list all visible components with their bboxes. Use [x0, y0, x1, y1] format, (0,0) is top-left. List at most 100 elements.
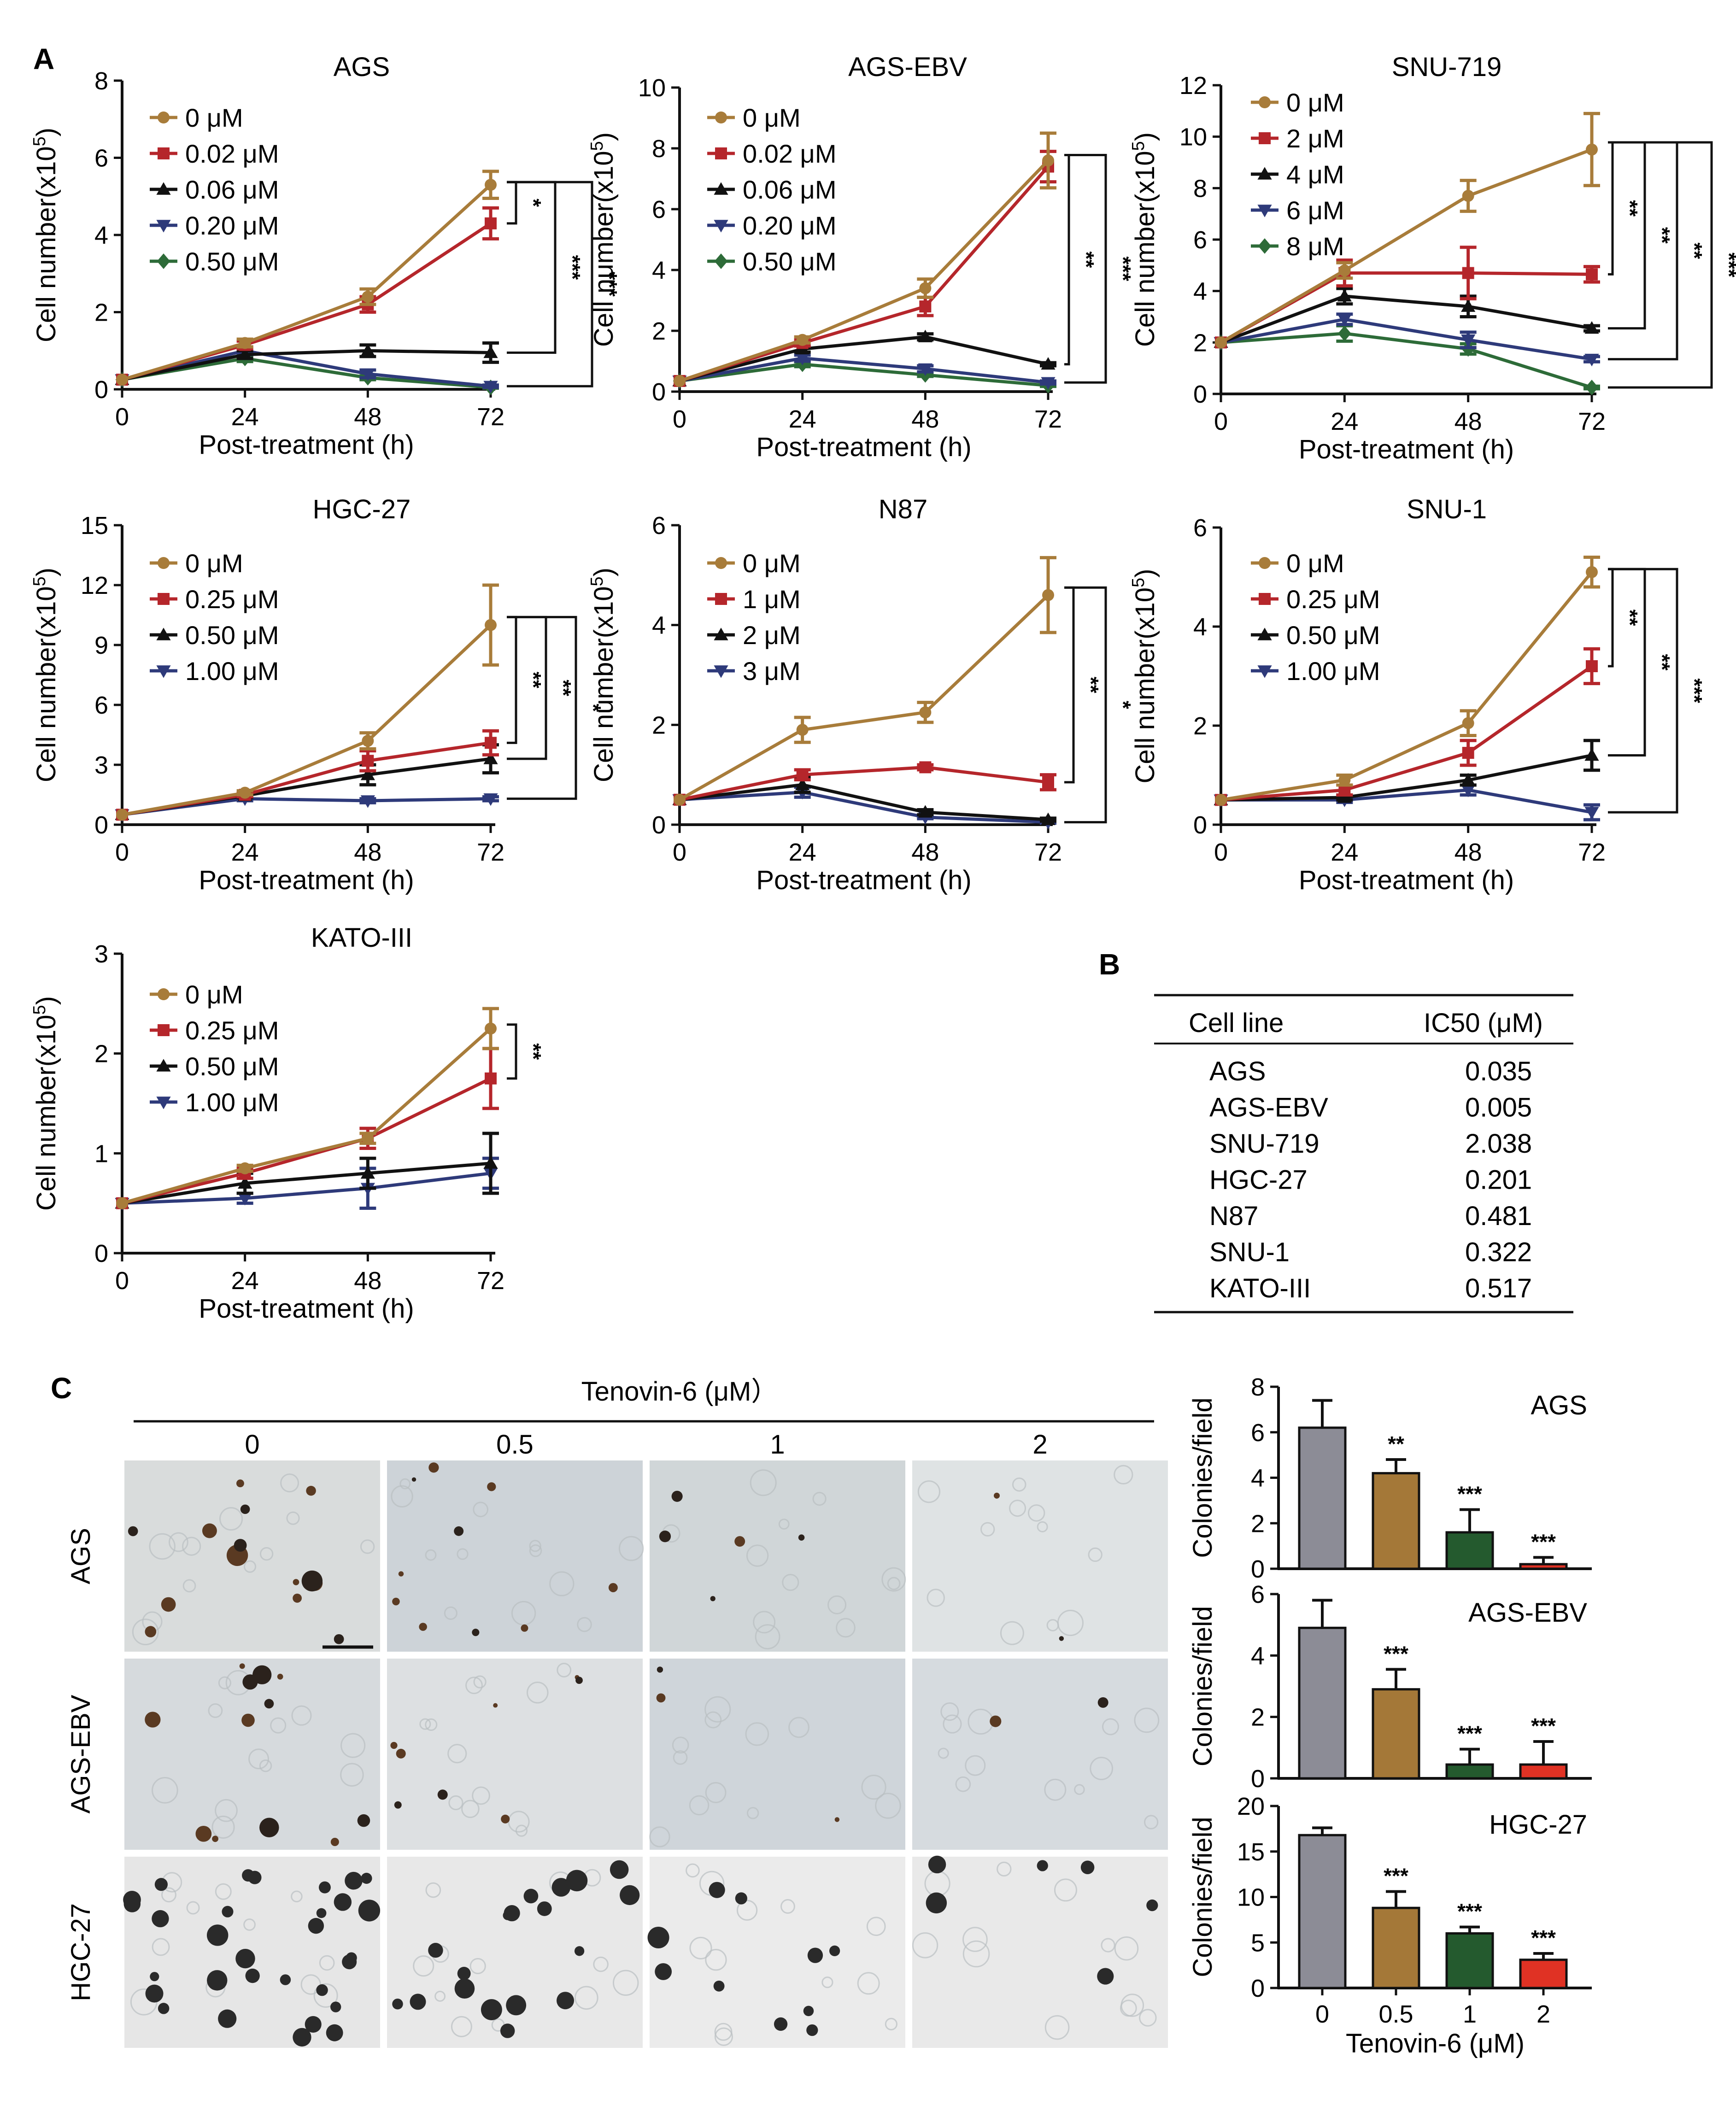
- colony: [245, 1968, 260, 1983]
- micrograph-header: Tenovin-6 (μM）: [581, 1377, 778, 1407]
- y-tick-label: 4: [1193, 278, 1207, 305]
- colony: [330, 1837, 339, 1847]
- legend-label: 0 μM: [743, 549, 801, 578]
- bubble: [259, 1759, 272, 1772]
- colony: [734, 1536, 745, 1547]
- legend-label: 8 μM: [1286, 232, 1344, 261]
- significance-label: **: [1650, 227, 1674, 244]
- significance-label: **: [1618, 200, 1642, 217]
- data-point: [1462, 717, 1474, 729]
- significance-label: *: [1111, 701, 1135, 709]
- colony: [487, 1482, 496, 1491]
- x-tick-label: 72: [477, 403, 504, 431]
- bubble: [689, 1795, 710, 1816]
- bubble: [755, 1624, 780, 1650]
- colony: [659, 1530, 671, 1542]
- table-cell-line: N87: [1209, 1201, 1258, 1231]
- bubble: [461, 1800, 480, 1818]
- table-cell-ic50: 0.035: [1465, 1056, 1532, 1086]
- y-tick-label: 2: [94, 1040, 108, 1068]
- x-tick-label: 72: [1578, 839, 1606, 866]
- bubble: [980, 1522, 995, 1537]
- significance-label: **: [551, 680, 575, 696]
- data-point: [483, 793, 498, 806]
- micrograph-tile: [387, 1460, 644, 1652]
- colony: [829, 1945, 840, 1957]
- colony: [218, 2009, 237, 2028]
- colony: [293, 1579, 299, 1585]
- data-point: [485, 619, 497, 631]
- colony: [301, 1570, 323, 1592]
- bubble: [917, 1480, 941, 1503]
- colony: [152, 1910, 169, 1928]
- bubble: [186, 1901, 200, 1915]
- colony: [123, 1895, 141, 1912]
- colony: [656, 1693, 666, 1703]
- y-tick-label: 12: [81, 572, 108, 599]
- colony: [234, 1539, 247, 1552]
- bubble: [215, 1883, 232, 1900]
- legend-marker: [1259, 96, 1271, 108]
- y-axis-label: Cell number(x105): [30, 568, 61, 782]
- y-tick-label: 2: [1193, 712, 1207, 740]
- y-axis-label-main: Cell number(x10: [589, 586, 619, 782]
- micrograph-background: [387, 1659, 643, 1850]
- y-tick-label: 4: [652, 612, 666, 639]
- bubble: [938, 1747, 949, 1759]
- data-point: [1041, 357, 1056, 370]
- y-tick-label: 0: [94, 1240, 108, 1267]
- micrograph-background: [912, 1460, 1168, 1652]
- legend-label: 0.20 μM: [185, 211, 279, 240]
- x-axis-label: Post-treatment (h): [1299, 434, 1514, 464]
- significance-label: *: [581, 704, 605, 712]
- y-axis-label-close: ): [589, 568, 619, 576]
- series-line: [1220, 754, 1592, 802]
- table-header-ic50: IC50 (μM): [1424, 1008, 1543, 1038]
- table-cell-ic50: 0.005: [1465, 1093, 1532, 1123]
- bubble: [780, 1899, 795, 1914]
- table-cell-ic50: 0.201: [1465, 1165, 1532, 1195]
- data-point: [1462, 747, 1474, 759]
- micrograph-tile: [123, 1857, 381, 2048]
- x-tick-label: 48: [911, 405, 939, 433]
- colony: [239, 1663, 245, 1669]
- y-tick-label: 6: [652, 196, 666, 223]
- legend-marker: [714, 665, 728, 678]
- significance-bracket: [1608, 141, 1614, 276]
- bubble: [469, 1958, 486, 1975]
- significance-label: *: [522, 199, 545, 207]
- colony: [392, 1999, 403, 2010]
- bubble: [1074, 1784, 1085, 1795]
- series-line: [1220, 317, 1592, 361]
- bubble: [259, 1547, 274, 1561]
- significance-bracket: [1608, 568, 1614, 668]
- data-point: [362, 755, 374, 767]
- data-point: [483, 751, 498, 764]
- colony: [657, 1666, 663, 1673]
- y-axis-label-main: Cell number(x10: [1130, 587, 1160, 784]
- colony: [504, 1905, 520, 1922]
- significance-bracket: [507, 616, 517, 744]
- bubble: [529, 1540, 541, 1552]
- colony: [671, 1490, 683, 1502]
- data-point: [1584, 807, 1599, 820]
- bubble: [1120, 1994, 1144, 2017]
- y-tick-label: 8: [1251, 1373, 1265, 1401]
- significance-label: ***: [1457, 1482, 1482, 1506]
- bubble: [1044, 1778, 1067, 1801]
- legend-label: 0 μM: [1286, 88, 1344, 117]
- significance-bracket: [1608, 141, 1678, 361]
- colony: [316, 1984, 328, 1996]
- colony: [537, 1901, 552, 1916]
- y-tick-label: 2: [94, 299, 108, 327]
- colony: [926, 1892, 947, 1914]
- micrograph-dose-label: 0: [245, 1430, 259, 1460]
- bar: [1298, 1626, 1347, 1780]
- table-cell-ic50: 0.517: [1465, 1273, 1532, 1303]
- bubble: [152, 1777, 178, 1804]
- x-tick-label: 48: [354, 403, 381, 431]
- micrograph-tile: [647, 1857, 905, 2048]
- series-line: [679, 363, 1049, 387]
- data-point: [483, 345, 498, 358]
